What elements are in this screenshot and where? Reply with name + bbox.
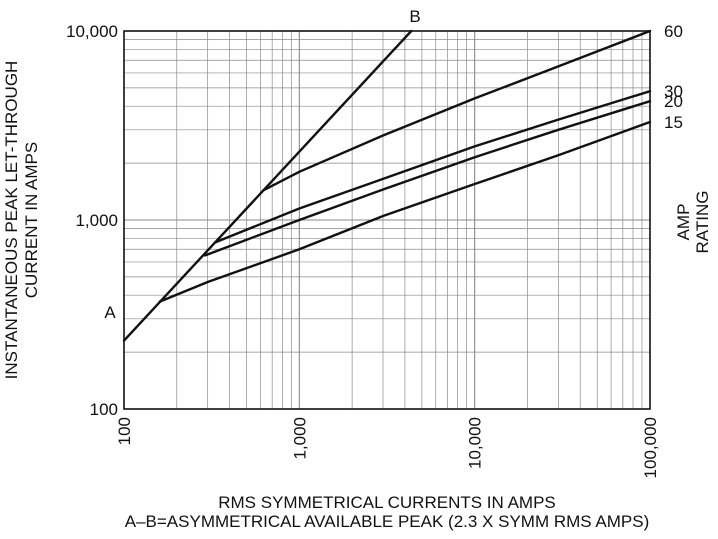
x-axis-title-line2: A–B=ASYMMETRICAL AVAILABLE PEAK (2.3 X S… bbox=[125, 512, 650, 531]
tick-labels: 100 1,000 10,000 100 1,000 10,000 100,000 bbox=[66, 22, 660, 478]
series-line-15 bbox=[158, 120, 652, 303]
ab-line bbox=[122, 29, 413, 342]
x-tick-label: 1,000 bbox=[290, 417, 309, 460]
series-line-20 bbox=[203, 100, 652, 257]
x-tick-label: 10,000 bbox=[466, 417, 485, 469]
right-axis-title-line1: AMP bbox=[674, 204, 693, 241]
series-label-20: 20 bbox=[664, 92, 683, 111]
x-axis-title-line1: RMS SYMMETRICAL CURRENTS IN AMPS bbox=[218, 493, 556, 512]
series-label-60: 60 bbox=[664, 22, 683, 41]
y-tick-label: 100 bbox=[90, 400, 118, 419]
y-axis-title-line2: CURRENT IN AMPS bbox=[22, 142, 41, 299]
grid bbox=[124, 31, 650, 409]
series-line-60 bbox=[261, 29, 652, 192]
x-tick-label: 100,000 bbox=[641, 417, 660, 478]
series-label-15: 15 bbox=[664, 113, 683, 132]
ab-start-label: A bbox=[104, 303, 116, 322]
y-tick-label: 1,000 bbox=[75, 211, 118, 230]
plot-frame bbox=[123, 30, 651, 410]
ab-end-label: B bbox=[409, 7, 420, 26]
y-axis-title-line1: INSTANTANEOUS PEAK LET-THROUGH bbox=[2, 61, 21, 380]
x-tick-label: 100 bbox=[115, 417, 134, 445]
series-label-30: 30 bbox=[664, 82, 683, 101]
series-line-30 bbox=[213, 90, 652, 244]
right-axis-title-line2: RATING bbox=[693, 191, 712, 254]
y-tick-label: 10,000 bbox=[66, 22, 118, 41]
